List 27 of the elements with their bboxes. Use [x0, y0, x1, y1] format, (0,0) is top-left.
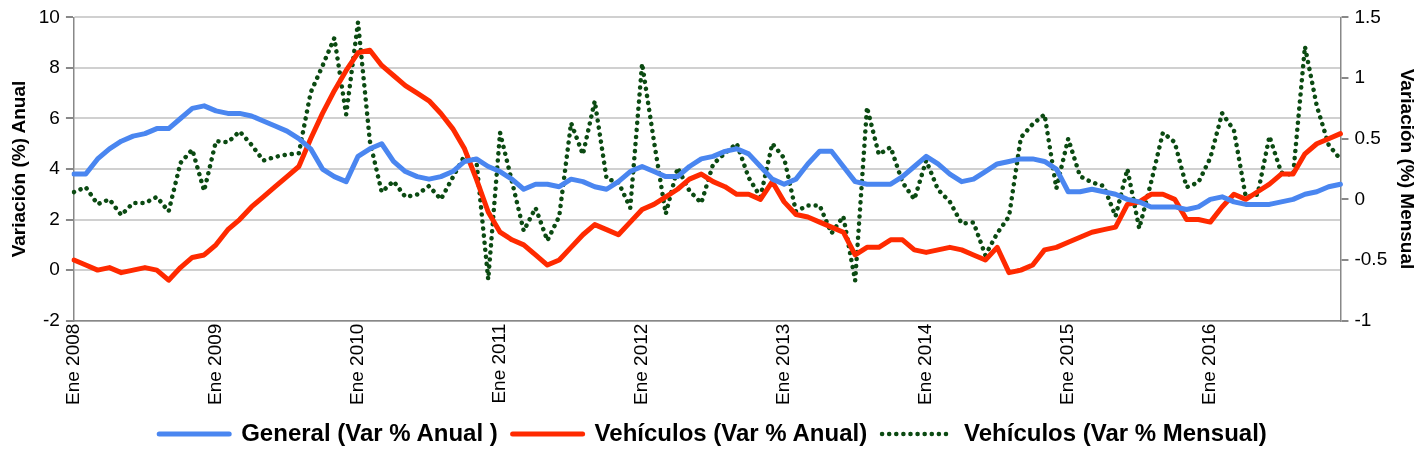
y-axis-title: Variación (%) Anual [7, 80, 29, 258]
y2-axis-title: Variación (%) Mensual [1397, 68, 1419, 270]
y2-tick-label: -0.5 [1354, 248, 1388, 270]
x-tick-label: Ene 2014 [914, 323, 936, 406]
y2-tick-label: 1.5 [1354, 5, 1381, 27]
y-tick-label: 2 [49, 207, 60, 229]
y2-tick-label: 1 [1354, 66, 1366, 88]
x-tick-label: Ene 2009 [204, 323, 226, 406]
y-tick-label: 6 [49, 106, 60, 128]
y-tick-label: 10 [38, 5, 60, 27]
x-tick-label: Ene 2010 [346, 323, 368, 406]
y-tick-label: 8 [49, 56, 60, 78]
x-tick-label: Ene 2008 [62, 323, 84, 406]
y-tick-label: 4 [49, 157, 61, 179]
y-tick-label: 0 [49, 258, 60, 280]
x-tick-label: Ene 2011 [488, 323, 510, 404]
legend-label: Vehículos (Var % Mensual) [964, 418, 1267, 446]
legend-label: Vehículos (Var % Anual) [594, 418, 868, 446]
x-tick-label: Ene 2016 [1198, 323, 1220, 406]
y2-tick-label: -1 [1354, 308, 1372, 330]
y-tick-label: -2 [43, 308, 60, 330]
y2-tick-label: 0 [1354, 187, 1366, 209]
x-tick-label: Ene 2013 [772, 323, 794, 406]
x-tick-label: Ene 2015 [1056, 323, 1078, 406]
legend-label: General (Var % Anual ) [241, 418, 498, 446]
x-tick-label: Ene 2012 [630, 323, 652, 406]
y2-tick-label: 0.5 [1354, 126, 1381, 148]
